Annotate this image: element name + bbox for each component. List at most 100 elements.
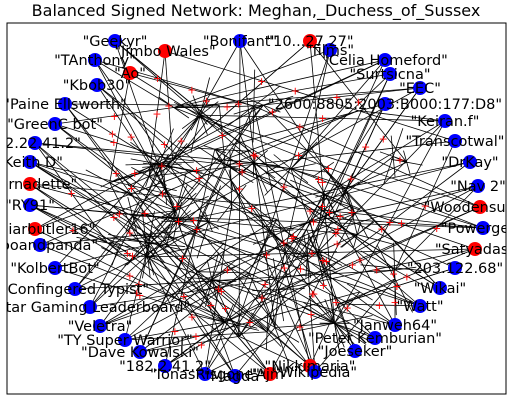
edge xyxy=(314,278,396,373)
node-label: "Keiran.f" xyxy=(411,114,480,130)
edge xyxy=(197,271,249,274)
edge xyxy=(96,84,166,189)
edge xyxy=(200,114,481,208)
edge xyxy=(316,234,358,253)
edge-sign-layer: ++++++ ++++ ++++ +++ +++++++++++++++++++++++… xyxy=(67,72,442,351)
edge xyxy=(238,336,316,373)
node-label: "EEC" xyxy=(399,81,441,97)
edge xyxy=(115,254,150,258)
edge xyxy=(227,85,281,127)
edge-sign: + xyxy=(176,134,185,147)
edge xyxy=(39,110,359,246)
network-node xyxy=(28,222,42,236)
edge xyxy=(143,195,209,226)
network-node xyxy=(158,359,172,373)
edge-sign: + xyxy=(152,108,161,121)
network-node xyxy=(133,345,147,359)
edge xyxy=(99,218,278,327)
edge xyxy=(211,279,240,337)
edge-sign: + xyxy=(179,290,188,303)
edge xyxy=(94,59,177,211)
edge xyxy=(199,114,421,307)
edge-sign: + xyxy=(325,206,334,219)
network-node xyxy=(88,53,102,67)
edge xyxy=(139,156,394,353)
edge xyxy=(334,291,361,324)
edge xyxy=(252,204,291,260)
network-node xyxy=(83,300,97,314)
edge xyxy=(173,49,331,108)
edge-sign: + xyxy=(160,138,169,151)
edge-sign: + xyxy=(251,150,260,163)
edge-sign: + xyxy=(343,302,352,315)
edge xyxy=(148,161,471,245)
node-label: "DrKay" xyxy=(441,155,498,171)
edge xyxy=(143,238,155,276)
edge xyxy=(29,204,150,258)
network-node xyxy=(463,155,477,169)
edge xyxy=(99,104,264,327)
edge-sign: + xyxy=(335,210,344,223)
edge xyxy=(124,244,149,341)
node-label: "Surtsicna" xyxy=(349,67,430,83)
network-node xyxy=(368,331,382,345)
edge xyxy=(238,133,268,193)
edge-sign: + xyxy=(109,136,118,149)
edge xyxy=(148,221,210,258)
edge xyxy=(403,150,411,175)
edge-sign: + xyxy=(280,261,289,274)
edge xyxy=(54,114,201,269)
edge xyxy=(74,221,209,290)
edge xyxy=(290,73,391,169)
edge-sign: + xyxy=(322,255,331,268)
edge xyxy=(358,110,446,122)
edge xyxy=(226,261,272,285)
edge xyxy=(274,322,335,328)
node-label: "Jimbo Wales" xyxy=(114,44,215,60)
edge-sign: + xyxy=(355,254,364,267)
network-node xyxy=(90,78,104,92)
edge xyxy=(64,103,160,164)
edge xyxy=(100,177,119,188)
node-label: "films" xyxy=(306,43,354,59)
edge xyxy=(29,183,308,257)
network-node xyxy=(413,81,427,95)
edge xyxy=(305,228,328,277)
edge xyxy=(74,187,166,290)
edge xyxy=(29,161,153,237)
edge xyxy=(180,230,421,307)
edge-sign: + xyxy=(132,286,141,299)
edge-sign: + xyxy=(331,227,340,240)
edge-sign: + xyxy=(296,263,305,276)
network-node xyxy=(93,319,107,333)
edge xyxy=(190,313,259,331)
node-label: "Bonifant" xyxy=(203,34,277,50)
edge xyxy=(190,99,210,131)
edge xyxy=(309,40,335,324)
edge-sign: + xyxy=(346,172,355,185)
edge xyxy=(278,59,386,290)
network-node xyxy=(118,333,132,347)
edge-sign: + xyxy=(110,110,119,123)
edge-sign: + xyxy=(178,252,187,265)
edge-sign: + xyxy=(397,217,406,230)
edge-sign: + xyxy=(324,162,333,175)
edge xyxy=(148,185,479,258)
edge xyxy=(306,73,391,257)
edge-sign: + xyxy=(377,223,386,236)
edge-sign: + xyxy=(127,182,136,195)
edge xyxy=(145,128,174,199)
edge-sign: + xyxy=(134,278,143,291)
edge-sign: + xyxy=(314,173,323,186)
edge xyxy=(94,59,254,107)
node-label: "RY91" xyxy=(5,198,55,214)
edge-layer xyxy=(29,40,484,377)
network-node xyxy=(33,238,47,252)
edge xyxy=(290,168,484,229)
node-label: "KolbertBot" xyxy=(10,261,99,277)
network-node xyxy=(378,53,392,67)
edge xyxy=(316,252,337,270)
edge xyxy=(248,219,278,274)
network-node xyxy=(473,200,487,214)
edge-sign: + xyxy=(126,131,135,144)
